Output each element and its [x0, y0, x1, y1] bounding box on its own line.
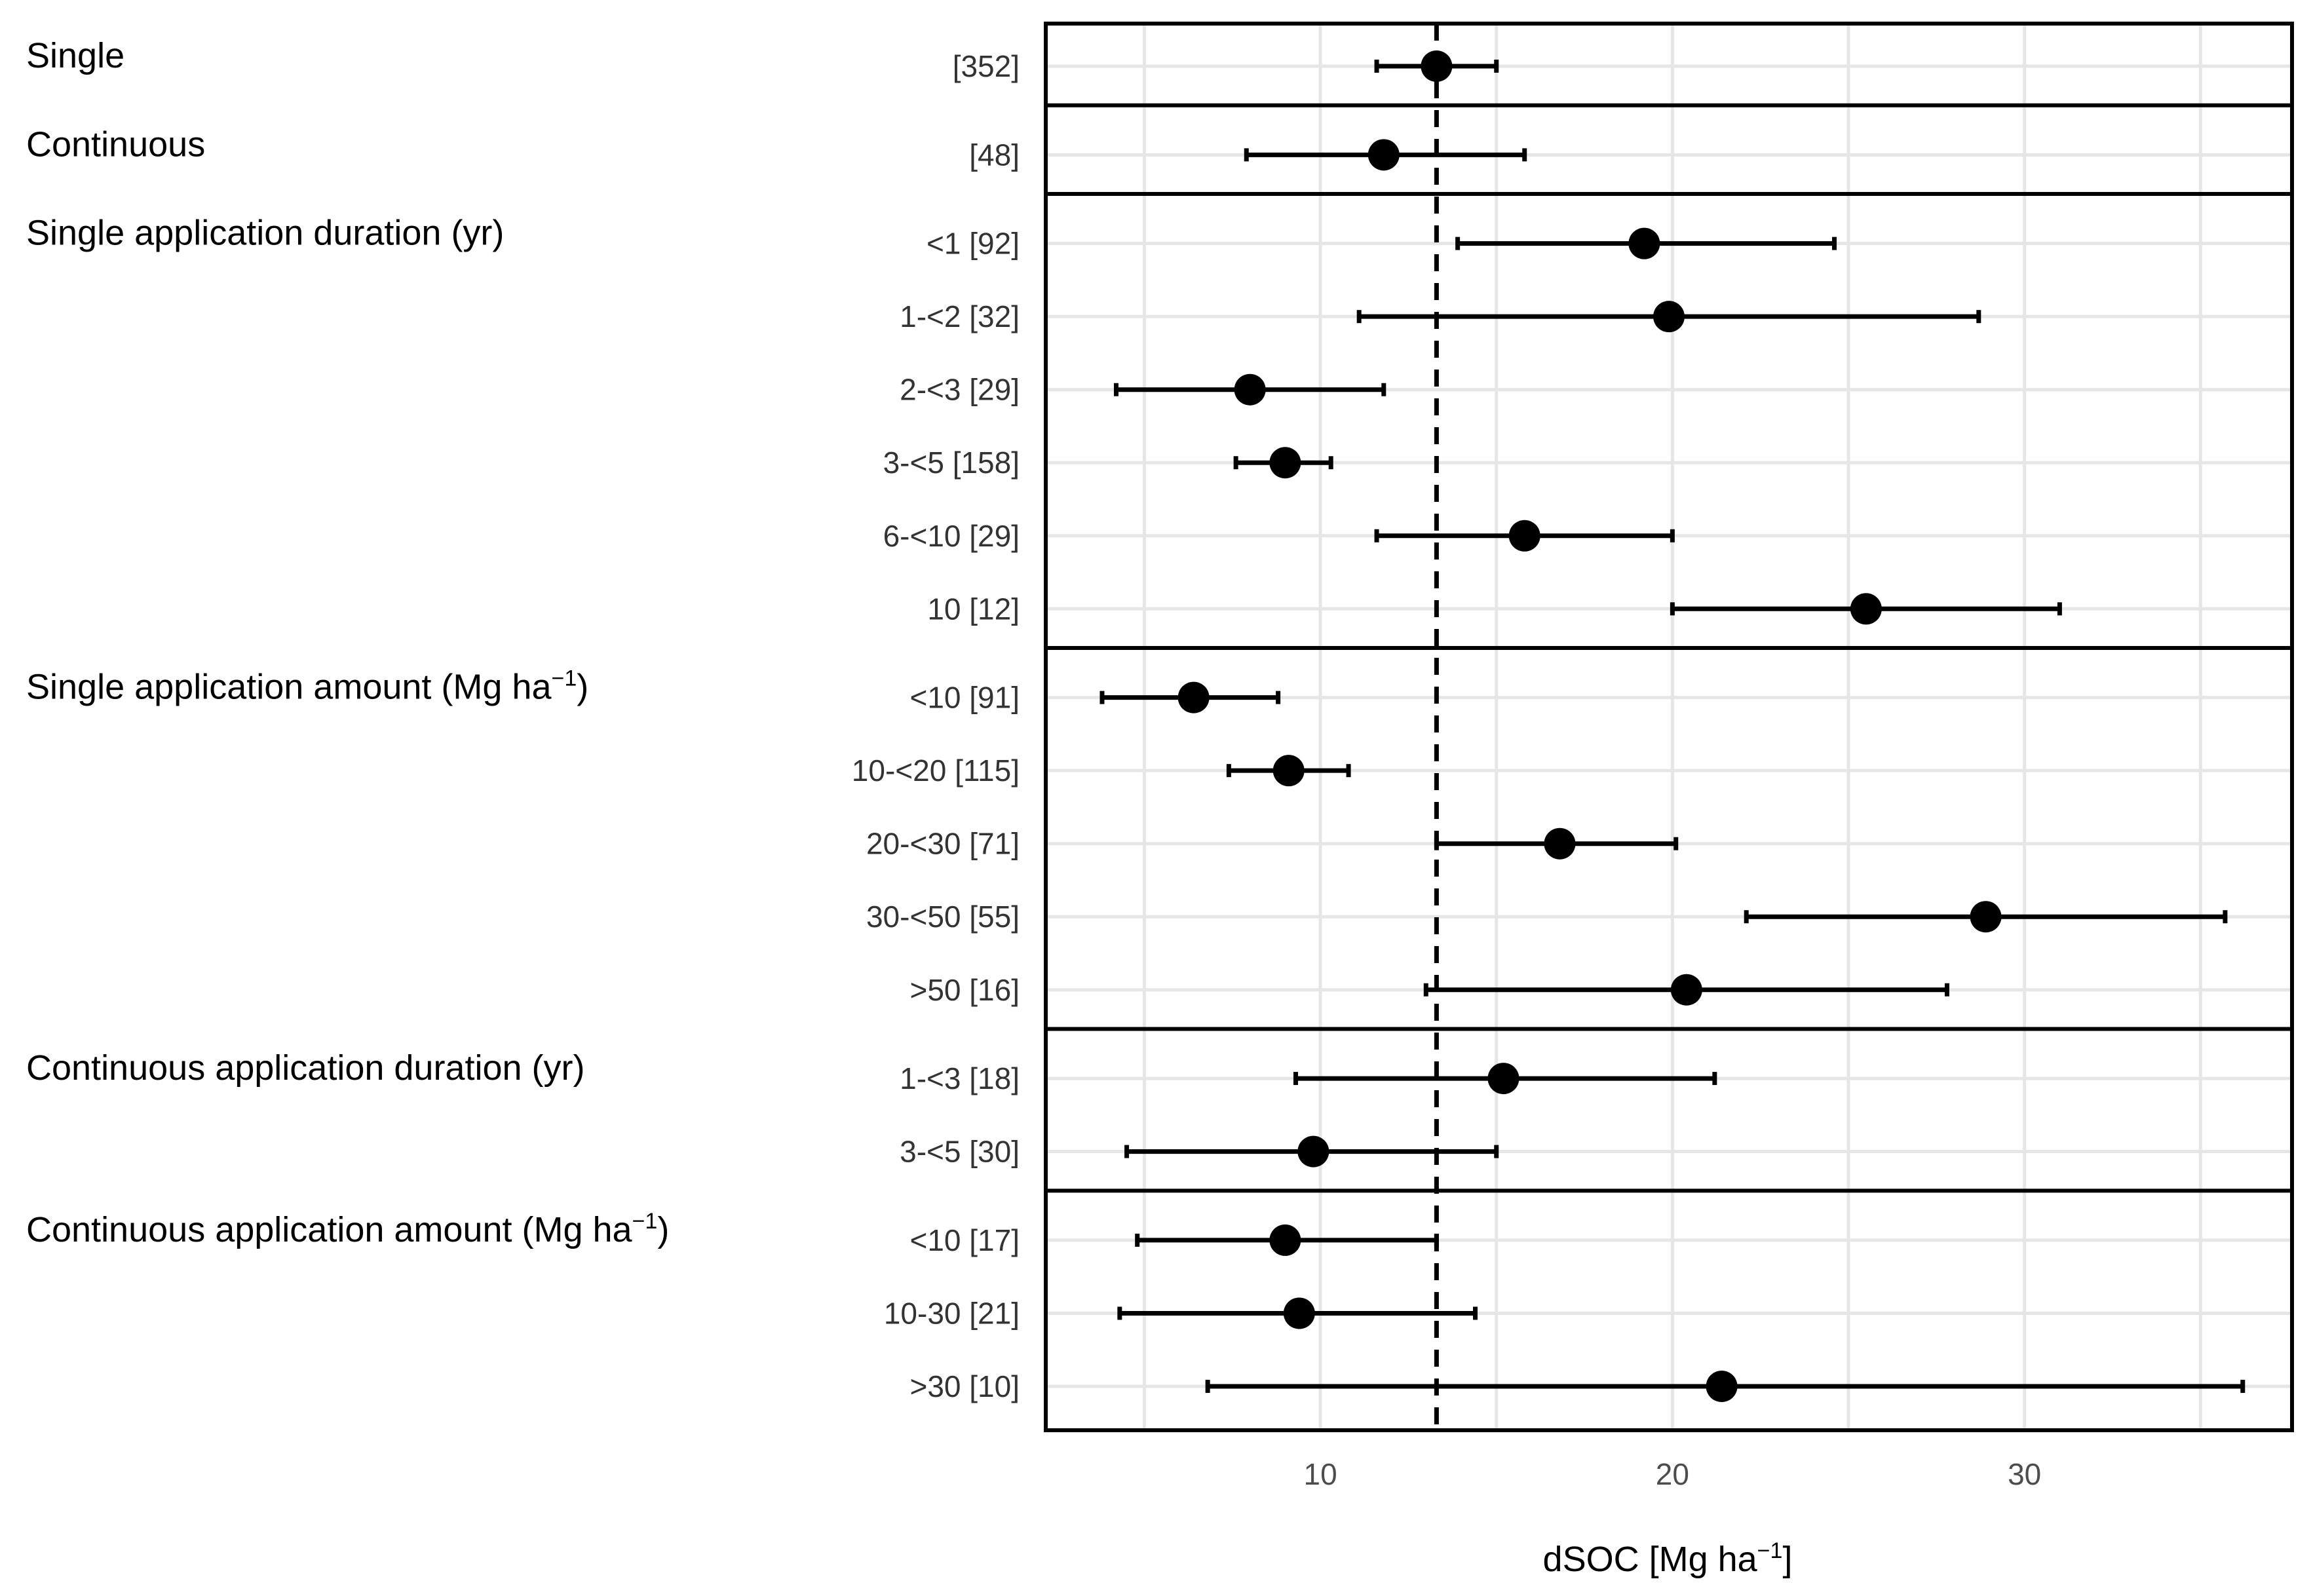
x-axis: 10 20 30 dSOC [Mg ha−1]	[1303, 1457, 2041, 1579]
row-label: [48]	[969, 138, 1020, 172]
estimate-point	[1487, 1063, 1520, 1095]
row-label: 1-<2 [32]	[900, 299, 1020, 333]
estimate-point	[1421, 50, 1453, 82]
group-label: Single	[26, 36, 124, 75]
estimate-points	[1177, 50, 2002, 1402]
group-label: Single application duration (yr)	[26, 214, 504, 253]
x-tick-label: 20	[1656, 1457, 1689, 1491]
estimate-point	[1653, 301, 1685, 333]
row-label: 1-<3 [18]	[900, 1061, 1020, 1095]
row-label: 10-30 [21]	[884, 1296, 1020, 1330]
row-label: 2-<3 [29]	[900, 373, 1020, 407]
estimate-point	[1508, 520, 1540, 552]
row-label: <10 [17]	[909, 1223, 1020, 1257]
row-label: 3-<5 [30]	[900, 1135, 1020, 1169]
estimate-point	[1269, 1224, 1301, 1256]
estimate-point	[1297, 1135, 1329, 1168]
x-tick-label: 30	[2008, 1457, 2041, 1491]
estimate-point	[1177, 681, 1210, 713]
group-label: Continuous application amount (Mg ha−1)	[26, 1209, 669, 1249]
row-label: 30-<50 [55]	[866, 900, 1020, 934]
row-label: >50 [16]	[909, 973, 1020, 1007]
x-axis-title: dSOC [Mg ha−1]	[1543, 1538, 1793, 1579]
x-tick-label: 10	[1303, 1457, 1337, 1491]
row-label: 10-<20 [115]	[852, 753, 1020, 788]
grid-lines	[1046, 24, 2292, 1430]
estimate-point	[1670, 974, 1702, 1006]
row-label: [352]	[953, 49, 1020, 83]
estimate-point	[1850, 593, 1882, 625]
panel-border	[1044, 22, 2294, 1432]
estimate-point	[1367, 139, 1400, 171]
estimate-point	[1544, 827, 1576, 860]
row-label: 3-<5 [158]	[883, 446, 1020, 480]
estimate-point	[1628, 227, 1660, 259]
group-label: Continuous	[26, 124, 205, 164]
estimate-point	[1970, 901, 2002, 933]
row-label: 6-<10 [29]	[883, 519, 1020, 553]
row-label: 10 [12]	[927, 592, 1020, 626]
row-label: <1 [92]	[927, 227, 1020, 261]
estimate-point	[1283, 1297, 1315, 1329]
estimate-point	[1706, 1371, 1738, 1402]
estimate-point	[1269, 447, 1301, 479]
row-label: >30 [10]	[909, 1369, 1020, 1403]
estimate-point	[1272, 755, 1305, 787]
estimate-point	[1234, 373, 1266, 406]
panel-frames	[1044, 22, 2294, 1432]
group-label: Continuous application duration (yr)	[26, 1048, 584, 1088]
row-label: <10 [91]	[909, 681, 1020, 715]
row-labels: [352] [48] <1 [92] 1-<2 [32] 2-<3 [29] 3-<5 […	[852, 49, 1020, 1403]
row-label: 20-<30 [71]	[866, 827, 1020, 861]
group-labels: Single Continuous Single application durat…	[26, 36, 669, 1249]
group-label: Single application amount (Mg ha−1)	[26, 666, 588, 707]
